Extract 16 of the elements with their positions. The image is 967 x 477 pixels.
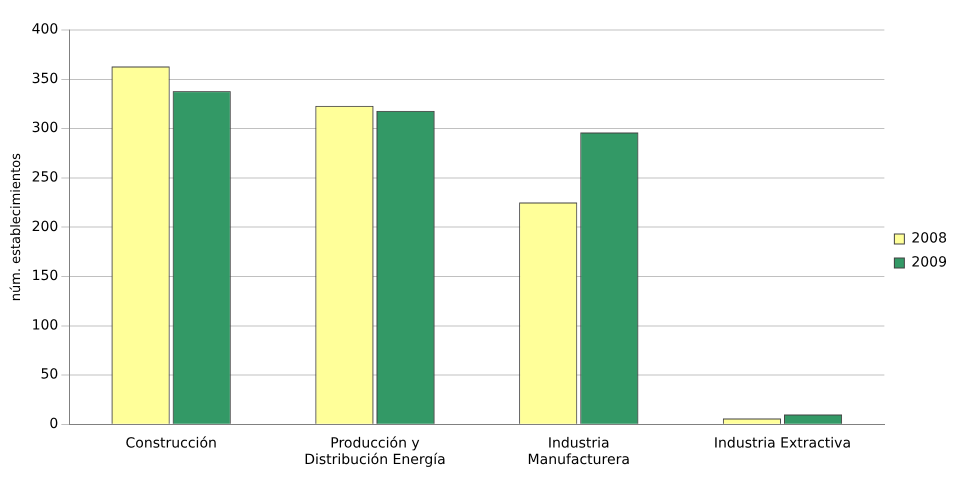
y-tick-label: 50 [40, 366, 58, 383]
x-tick-label: Industria Extractiva [714, 435, 852, 452]
y-tick-label: 150 [32, 268, 58, 284]
x-tick-label: Producción y Distribución Energía [304, 435, 446, 468]
x-tick-label: Industria Manufacturera [528, 435, 630, 468]
y-tick-label: 300 [32, 120, 58, 136]
y-tick-label: 0 [49, 416, 58, 432]
legend-label: 2008 [911, 230, 948, 247]
y-tick-label: 100 [32, 317, 58, 334]
y-tick-label: 350 [32, 70, 58, 87]
y-axis-title: núm. establecimientos [9, 152, 24, 302]
y-tick-label: 250 [32, 170, 58, 186]
y-tick-label: 200 [32, 218, 58, 235]
x-tick-label: Construcción [126, 435, 217, 452]
legend-label: 2009 [911, 254, 948, 271]
y-tick-label: 400 [32, 22, 58, 38]
